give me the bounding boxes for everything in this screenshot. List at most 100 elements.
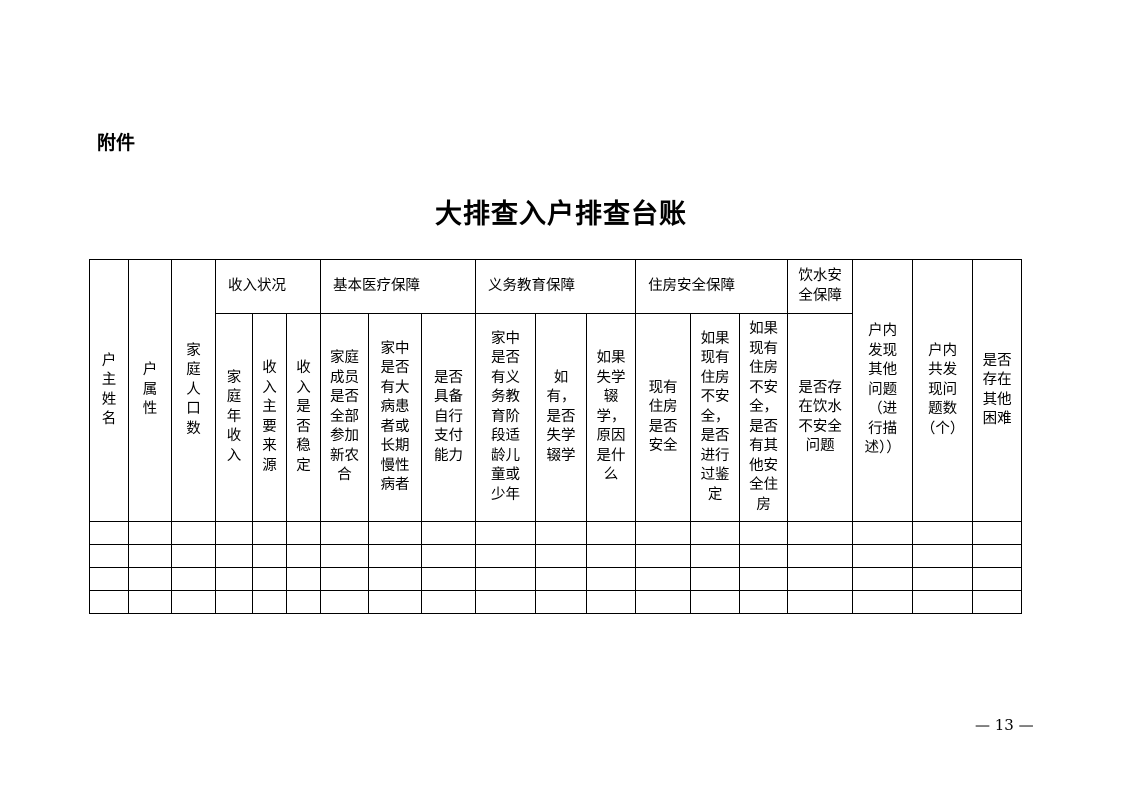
header-income-source: 收 入 主 要 来 源 <box>252 313 287 522</box>
table-cell[interactable] <box>320 567 370 591</box>
header-medical-illness: 家中 是否 有大 病患 者或 长期 慢性 病者 <box>368 313 423 522</box>
table-cell[interactable] <box>739 590 789 614</box>
header-housing-safe: 现有 住房 是否 安全 <box>635 313 692 522</box>
table-cell[interactable] <box>586 567 637 591</box>
table-cell[interactable] <box>128 544 172 568</box>
table-cell[interactable] <box>285 521 322 545</box>
header-edu-dropout: 如 有， 是否 失学 辍学 <box>535 313 588 522</box>
table-cell[interactable] <box>739 567 789 591</box>
table-cell[interactable] <box>972 590 1023 614</box>
table-cell[interactable] <box>787 567 854 591</box>
attachment-label: 附件 <box>97 132 136 154</box>
table-cell[interactable] <box>475 567 537 591</box>
table-cell[interactable] <box>215 544 253 568</box>
header-group-water: 饮水安 全保障 <box>787 259 854 314</box>
table-cell[interactable] <box>252 521 287 545</box>
table-cell[interactable] <box>171 544 216 568</box>
table-cell[interactable] <box>912 567 974 591</box>
table-cell[interactable] <box>635 590 692 614</box>
table-cell[interactable] <box>215 521 253 545</box>
table-cell[interactable] <box>475 544 537 568</box>
table-cell[interactable] <box>739 521 789 545</box>
table-cell[interactable] <box>215 567 253 591</box>
table-cell[interactable] <box>171 590 216 614</box>
table-cell[interactable] <box>912 544 974 568</box>
table-cell[interactable] <box>285 590 322 614</box>
table-cell[interactable] <box>912 590 974 614</box>
table-cell[interactable] <box>171 567 216 591</box>
table-cell[interactable] <box>128 567 172 591</box>
table-cell[interactable] <box>215 590 253 614</box>
table-cell[interactable] <box>912 521 974 545</box>
table-cell[interactable] <box>320 544 370 568</box>
table-cell[interactable] <box>89 521 129 545</box>
header-other-difficulty: 是否 存在 其他 困难 <box>972 259 1023 522</box>
header-other-issues: 户内 发现 其他 问题 （进 行描 述）） <box>852 259 914 522</box>
header-edu-reason: 如果 失学 辍 学， 原因 是什 么 <box>586 313 637 522</box>
table-cell[interactable] <box>171 521 216 545</box>
page-title: 大排查入户排查台账 <box>435 199 687 230</box>
header-owner-name: 户 主 姓 名 <box>89 259 129 522</box>
header-group-income: 收入状况 <box>214 259 322 314</box>
table-cell[interactable] <box>690 521 741 545</box>
header-housing-assessed: 如果 现有 住房 不安 全， 是否 进行 过鉴 定 <box>690 313 741 522</box>
table-cell[interactable] <box>972 544 1023 568</box>
table-cell[interactable] <box>739 544 789 568</box>
table-cell[interactable] <box>586 544 637 568</box>
table-cell[interactable] <box>635 544 692 568</box>
table-cell[interactable] <box>852 544 914 568</box>
table-cell[interactable] <box>635 567 692 591</box>
table-cell[interactable] <box>421 544 477 568</box>
table-cell[interactable] <box>690 567 741 591</box>
table-cell[interactable] <box>421 521 477 545</box>
table-cell[interactable] <box>535 567 588 591</box>
table-cell[interactable] <box>320 521 370 545</box>
table-cell[interactable] <box>475 590 537 614</box>
table-cell[interactable] <box>89 590 129 614</box>
table-row <box>89 590 1023 614</box>
header-income-annual: 家 庭 年 收 入 <box>215 313 253 522</box>
table-cell[interactable] <box>285 544 322 568</box>
table-cell[interactable] <box>368 590 423 614</box>
table-cell[interactable] <box>128 590 172 614</box>
table-cell[interactable] <box>89 544 129 568</box>
table-cell[interactable] <box>690 544 741 568</box>
table-cell[interactable] <box>535 590 588 614</box>
header-edu-children: 家中 是否 有义 务教 育阶 段适 龄儿 童或 少年 <box>475 313 537 522</box>
table-cell[interactable] <box>368 567 423 591</box>
table-row <box>89 544 1023 568</box>
table-cell[interactable] <box>421 590 477 614</box>
table-cell[interactable] <box>535 544 588 568</box>
table-cell[interactable] <box>535 521 588 545</box>
table-row <box>89 567 1023 591</box>
table-cell[interactable] <box>787 544 854 568</box>
table-cell[interactable] <box>787 521 854 545</box>
header-housing-other: 如果 现有 住房 不安 全， 是否 有其 他安 全住 房 <box>739 313 789 522</box>
table-cell[interactable] <box>368 521 423 545</box>
table-cell[interactable] <box>252 544 287 568</box>
page-number: — 13 — <box>975 716 1034 734</box>
table-cell[interactable] <box>972 521 1023 545</box>
table-cell[interactable] <box>368 544 423 568</box>
table-cell[interactable] <box>787 590 854 614</box>
table-cell[interactable] <box>972 567 1023 591</box>
table-cell[interactable] <box>421 567 477 591</box>
header-row-columns: 家 庭 年 收 入 收 入 主 要 来 源 收 入 是 否 稳 定 家庭 成员 … <box>90 313 1022 522</box>
table-cell[interactable] <box>852 521 914 545</box>
header-row-groups: 户 主 姓 名 户 属 性 家 庭 人 口 数 收入状况 基本医疗保障 义务教育… <box>89 259 1023 522</box>
table-cell[interactable] <box>128 521 172 545</box>
table-cell[interactable] <box>252 567 287 591</box>
header-issue-count: 户内 共发 现问 题数 （个） <box>912 259 974 522</box>
table-cell[interactable] <box>852 590 914 614</box>
table-cell[interactable] <box>635 521 692 545</box>
table-cell[interactable] <box>852 567 914 591</box>
table-cell[interactable] <box>586 590 637 614</box>
table-cell[interactable] <box>586 521 637 545</box>
table-cell[interactable] <box>89 567 129 591</box>
table-cell[interactable] <box>252 590 287 614</box>
header-medical-selfpay: 是否 具备 自行 支付 能力 <box>421 313 477 522</box>
table-cell[interactable] <box>320 590 370 614</box>
table-cell[interactable] <box>285 567 322 591</box>
table-cell[interactable] <box>690 590 741 614</box>
table-cell[interactable] <box>475 521 537 545</box>
